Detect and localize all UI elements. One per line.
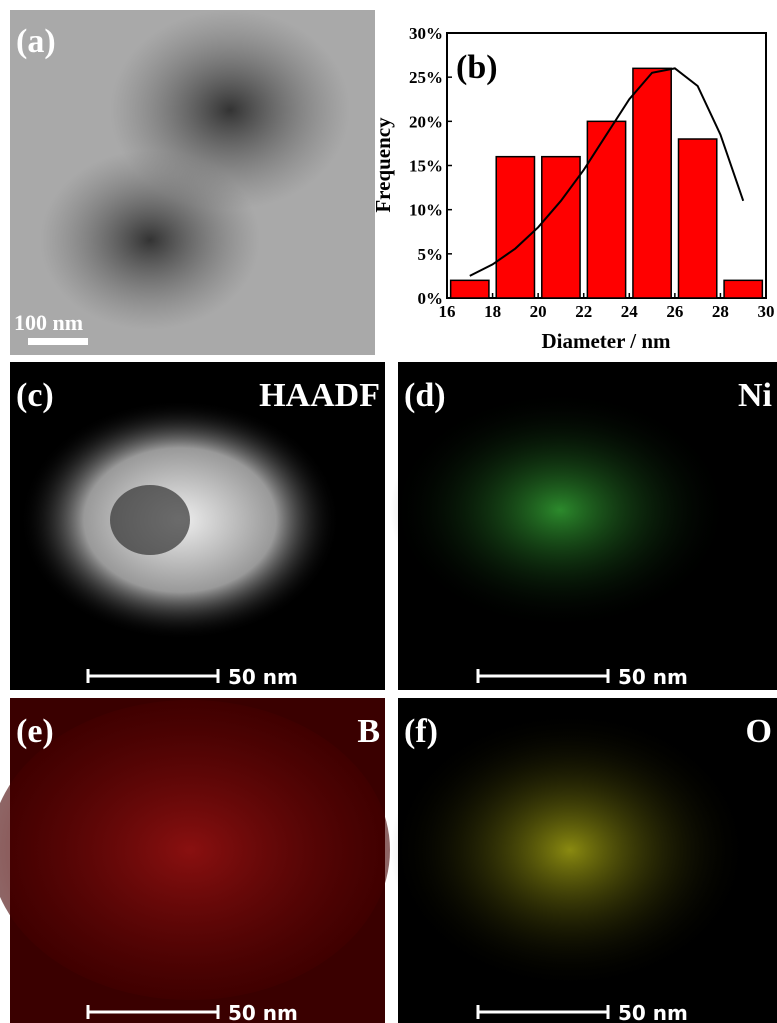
y-tick-label: 10% (409, 201, 443, 220)
scale-label: 50 nm (618, 665, 688, 689)
x-axis-title: Diameter / nm (541, 329, 671, 353)
y-tick-label: 30% (409, 24, 443, 43)
bar (632, 67, 672, 299)
bar (541, 155, 581, 299)
y-tick-label: 5% (418, 245, 444, 264)
x-tick-label: 24 (621, 302, 639, 321)
bar (495, 155, 536, 299)
scale-label: 50 nm (228, 665, 298, 689)
panel-label: (e) (16, 713, 54, 750)
panel-title: HAADF (259, 377, 380, 414)
panel-title: O (746, 713, 772, 750)
panel-label: (c) (16, 377, 54, 414)
x-tick-label: 30 (758, 302, 775, 321)
fit-curve (469, 67, 745, 277)
o-signal (390, 710, 750, 990)
x-tick-label: 26 (666, 302, 683, 321)
panel-label: (b) (456, 49, 498, 86)
y-tick-label: 20% (409, 112, 443, 131)
scale-label: 100 nm (14, 310, 83, 335)
bar (723, 279, 764, 299)
x-tick-label: 28 (712, 302, 729, 321)
x-tick-label: 20 (530, 302, 547, 321)
particle-hole (110, 485, 190, 555)
scale-label: 50 nm (618, 1001, 688, 1023)
y-axis-title: Frequency (371, 117, 395, 213)
panel-title: B (357, 713, 380, 750)
ni-signal (390, 390, 730, 630)
x-tick-label: 18 (484, 302, 501, 321)
bar (586, 120, 627, 299)
x-tick-label: 22 (575, 302, 592, 321)
y-tick-label: 15% (409, 157, 443, 176)
bar (449, 279, 490, 299)
x-tick-label: 16 (439, 302, 456, 321)
bar (677, 138, 718, 299)
particles (40, 150, 260, 330)
panel-label: (f) (404, 713, 438, 750)
panel-label: (a) (16, 23, 56, 60)
panel-label: (d) (404, 377, 446, 414)
b-signal (0, 700, 390, 1000)
panel-title: Ni (738, 377, 772, 414)
scale-bars (86, 669, 610, 1019)
y-tick-label: 0% (418, 289, 444, 308)
y-tick-label: 25% (409, 68, 443, 87)
scale-bar (28, 338, 88, 345)
scale-label: 50 nm (228, 1001, 298, 1023)
